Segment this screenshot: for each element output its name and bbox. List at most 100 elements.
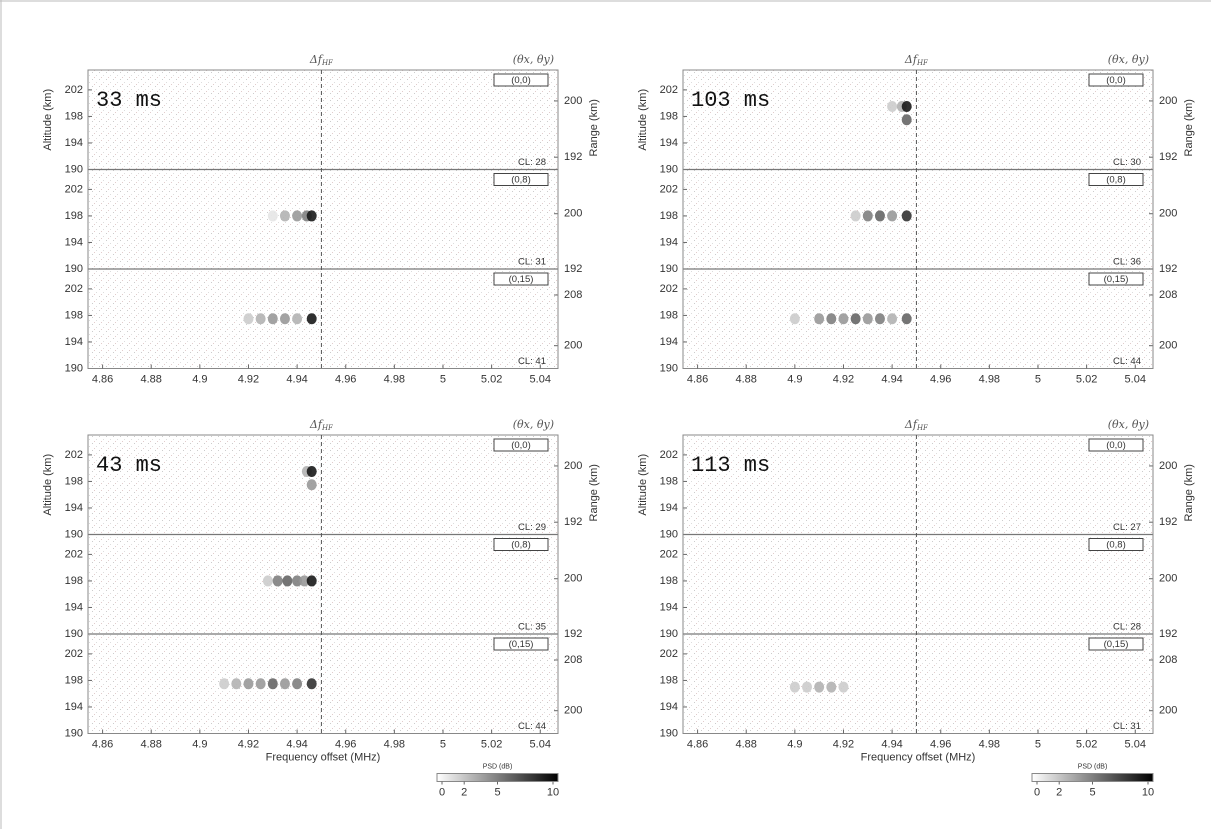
echo-cell bbox=[901, 114, 912, 126]
x-tick-label: 4.94 bbox=[881, 738, 902, 750]
y-tick-label: 202 bbox=[65, 548, 83, 560]
echo-cell bbox=[306, 479, 317, 491]
reference-label-sub: HF bbox=[321, 424, 334, 432]
echo-cell bbox=[262, 575, 273, 587]
plot-background bbox=[683, 70, 1153, 369]
beam-label: (0,15) bbox=[509, 639, 534, 650]
y-tick-label: 198 bbox=[660, 575, 678, 587]
y2-axis-label: Range (km) bbox=[588, 464, 600, 521]
x-tick-label: 4.94 bbox=[286, 373, 307, 385]
x-tick-label: 5 bbox=[440, 738, 446, 750]
echo-cell bbox=[299, 575, 310, 587]
colorbar-tick-label: 5 bbox=[494, 786, 500, 798]
y2-tick-label: 200 bbox=[1159, 95, 1177, 107]
echo-cell bbox=[826, 681, 837, 693]
beam-box bbox=[493, 438, 549, 452]
x-tick-label: 4.88 bbox=[736, 738, 757, 750]
y-tick-label: 202 bbox=[660, 648, 678, 660]
x-tick-label: 4.88 bbox=[141, 373, 162, 385]
y2-tick-label: 200 bbox=[564, 208, 582, 220]
x-tick-label: 4.96 bbox=[930, 373, 951, 385]
echo-cell bbox=[292, 313, 303, 325]
y-tick-label: 198 bbox=[660, 110, 678, 122]
y-tick-label: 190 bbox=[65, 263, 83, 275]
y-tick-label: 190 bbox=[660, 163, 678, 175]
beam-header: (θx, θy) bbox=[1108, 418, 1149, 431]
y-tick-label: 194 bbox=[660, 236, 678, 248]
y2-tick-label: 208 bbox=[564, 654, 582, 666]
reference-label-sub: HF bbox=[321, 59, 334, 67]
panel-title: 43 ms bbox=[96, 453, 162, 478]
x-tick-label: 4.88 bbox=[141, 738, 162, 750]
y2-tick-label: 192 bbox=[1159, 263, 1177, 275]
y2-tick-label: 192 bbox=[564, 628, 582, 640]
echo-cell bbox=[901, 100, 912, 112]
beam-box bbox=[1088, 438, 1144, 452]
y-tick-label: 194 bbox=[660, 502, 678, 514]
plot-frame bbox=[682, 69, 1154, 369]
cl-label: CL: 29 bbox=[518, 522, 546, 533]
reference-label-main: Δf bbox=[904, 418, 919, 431]
y-tick-label: 190 bbox=[65, 628, 83, 640]
cl-label: CL: 36 bbox=[1113, 257, 1141, 268]
colorbar-tick-label: 10 bbox=[547, 786, 559, 798]
echo-cell bbox=[282, 575, 293, 587]
colorbar-tick-label: 5 bbox=[1089, 786, 1095, 798]
cl-label: CL: 44 bbox=[1113, 356, 1141, 367]
plot-frame bbox=[682, 434, 1154, 734]
x-tick-label: 5.04 bbox=[530, 738, 551, 750]
echo-cell bbox=[267, 678, 278, 690]
plot-background bbox=[88, 70, 558, 369]
echo-cell bbox=[838, 313, 849, 325]
colorbar-tick-label: 10 bbox=[1142, 786, 1154, 798]
echo-cell bbox=[243, 678, 254, 690]
y-tick-label: 202 bbox=[65, 283, 83, 295]
x-tick-label: 5 bbox=[1035, 373, 1041, 385]
beam-box bbox=[1088, 73, 1144, 87]
y-tick-label: 194 bbox=[660, 336, 678, 348]
beam-box bbox=[1088, 173, 1144, 186]
x-tick-label: 4.9 bbox=[787, 373, 802, 385]
beam-box bbox=[493, 538, 549, 551]
beam-label: (0,0) bbox=[1106, 75, 1126, 86]
y2-axis-label: Range (km) bbox=[1183, 99, 1195, 156]
y-tick-label: 190 bbox=[65, 163, 83, 175]
echo-cell bbox=[279, 313, 290, 325]
cl-label: CL: 44 bbox=[518, 721, 546, 732]
echo-cell bbox=[789, 681, 800, 693]
x-tick-label: 4.86 bbox=[687, 373, 708, 385]
echo-cell bbox=[850, 313, 861, 325]
echo-cell bbox=[862, 313, 873, 325]
beam-box bbox=[1088, 272, 1144, 286]
y-tick-label: 202 bbox=[65, 183, 83, 195]
y-tick-label: 194 bbox=[65, 701, 83, 713]
cl-label: CL: 28 bbox=[1113, 622, 1141, 633]
cl-label: CL: 28 bbox=[518, 157, 546, 168]
beam-label: (0,15) bbox=[1104, 639, 1129, 650]
y2-tick-label: 208 bbox=[1159, 289, 1177, 301]
y2-tick-label: 200 bbox=[1159, 208, 1177, 220]
y2-tick-label: 192 bbox=[1159, 628, 1177, 640]
echo-cell bbox=[279, 210, 290, 222]
reference-label-main: Δf bbox=[309, 53, 324, 66]
x-tick-label: 5.02 bbox=[481, 373, 502, 385]
beam-label: (0,8) bbox=[1106, 175, 1126, 186]
colorbar bbox=[436, 773, 559, 782]
y-tick-label: 198 bbox=[65, 210, 83, 222]
x-tick-label: 5 bbox=[440, 373, 446, 385]
echo-cell bbox=[887, 313, 898, 325]
y2-tick-label: 200 bbox=[564, 460, 582, 472]
x-tick-label: 4.86 bbox=[92, 373, 113, 385]
y-tick-label: 198 bbox=[660, 309, 678, 321]
echo-cell bbox=[814, 313, 825, 325]
echo-cell bbox=[874, 210, 885, 222]
x-tick-label: 4.96 bbox=[335, 373, 356, 385]
echo-cell bbox=[272, 575, 283, 587]
echo-cell bbox=[874, 313, 885, 325]
beam-header: (θx, θy) bbox=[513, 53, 554, 66]
y-axis-label: Altitude (km) bbox=[42, 89, 54, 151]
y-tick-label: 190 bbox=[65, 362, 83, 374]
y-tick-label: 194 bbox=[660, 701, 678, 713]
y-tick-label: 190 bbox=[65, 528, 83, 540]
